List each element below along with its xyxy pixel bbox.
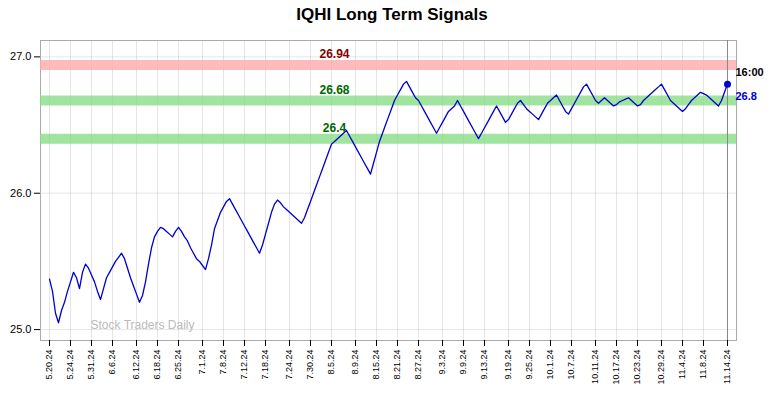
- svg-text:7.1.24: 7.1.24: [197, 350, 207, 375]
- svg-text:Stock Traders Daily: Stock Traders Daily: [91, 318, 195, 332]
- svg-text:10.29.24: 10.29.24: [656, 350, 666, 385]
- svg-text:26.94: 26.94: [319, 47, 349, 61]
- svg-text:7.12.24: 7.12.24: [239, 350, 249, 380]
- html-text:IQHI Long Term Signals: IQHI Long Term Signals: [296, 5, 488, 24]
- svg-text:10.7.24: 10.7.24: [566, 350, 576, 380]
- svg-text:26.0: 26.0: [10, 187, 31, 199]
- svg-text:8.21.24: 8.21.24: [392, 350, 402, 380]
- svg-text:9.9.24: 9.9.24: [458, 350, 468, 375]
- svg-text:6.25.24: 6.25.24: [173, 350, 183, 380]
- svg-text:7.8.24: 7.8.24: [218, 350, 228, 375]
- svg-text:7.18.24: 7.18.24: [260, 350, 270, 380]
- svg-text:9.13.24: 9.13.24: [479, 350, 489, 380]
- svg-text:9.3.24: 9.3.24: [437, 350, 447, 375]
- svg-text:6.18.24: 6.18.24: [152, 350, 162, 380]
- svg-text:11.4.24: 11.4.24: [677, 350, 687, 379]
- svg-text:10.1.24: 10.1.24: [545, 350, 555, 380]
- svg-text:27.0: 27.0: [10, 50, 31, 62]
- svg-text:10.11.24: 10.11.24: [590, 350, 600, 384]
- svg-text:7.30.24: 7.30.24: [305, 350, 315, 380]
- svg-text:9.19.24: 9.19.24: [503, 350, 513, 380]
- svg-text:8.27.24: 8.27.24: [413, 350, 423, 380]
- svg-text:5.20.24: 5.20.24: [44, 350, 54, 380]
- svg-text:8.5.24: 8.5.24: [326, 350, 336, 375]
- svg-text:16:00: 16:00: [736, 66, 764, 78]
- svg-text:26.8: 26.8: [736, 90, 757, 102]
- svg-text:6.6.24: 6.6.24: [107, 350, 117, 375]
- svg-text:26.68: 26.68: [319, 83, 349, 97]
- svg-text:10.17.24: 10.17.24: [611, 350, 621, 385]
- svg-text:11.14.24: 11.14.24: [722, 350, 732, 384]
- svg-text:7.24.24: 7.24.24: [284, 350, 294, 380]
- svg-text:25.0: 25.0: [10, 323, 31, 335]
- svg-text:10.23.24: 10.23.24: [632, 350, 642, 385]
- svg-text:26.4: 26.4: [323, 121, 347, 135]
- svg-text:5.31.24: 5.31.24: [86, 350, 96, 380]
- svg-text:5.24.24: 5.24.24: [65, 350, 75, 380]
- svg-text:9.25.24: 9.25.24: [524, 350, 534, 380]
- svg-text:8.15.24: 8.15.24: [371, 350, 381, 380]
- svg-text:11.8.24: 11.8.24: [698, 350, 708, 379]
- svg-text:8.9.24: 8.9.24: [350, 350, 360, 375]
- svg-text:6.12.24: 6.12.24: [131, 350, 141, 380]
